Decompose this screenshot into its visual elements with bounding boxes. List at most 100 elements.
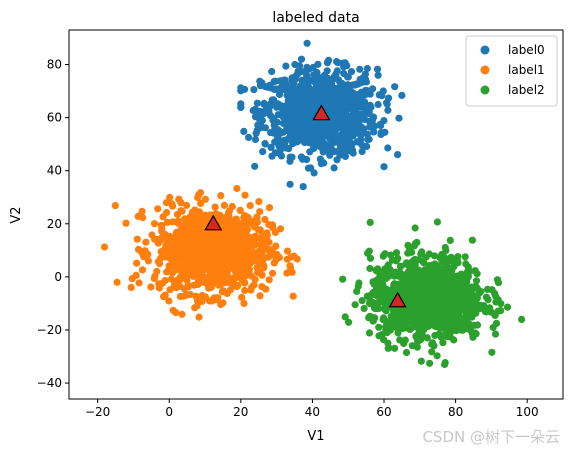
x-tick-label: 0	[165, 405, 173, 419]
data-point	[183, 201, 191, 209]
y-tick-label: 0	[54, 270, 62, 284]
data-point	[258, 283, 266, 291]
legend-marker	[480, 65, 490, 75]
data-point	[328, 126, 336, 134]
data-point	[227, 279, 235, 287]
data-point	[333, 156, 341, 164]
data-point	[395, 114, 403, 122]
data-point	[361, 102, 369, 110]
data-point	[323, 101, 331, 109]
data-point	[290, 252, 298, 260]
data-point	[248, 283, 256, 291]
data-point	[233, 184, 241, 193]
data-point	[401, 336, 409, 344]
data-point	[398, 91, 406, 99]
data-point	[415, 303, 423, 311]
data-point	[269, 269, 277, 277]
data-point	[447, 253, 455, 261]
data-point	[163, 208, 171, 217]
data-point	[370, 304, 378, 312]
data-point	[158, 234, 166, 242]
data-point	[293, 107, 302, 115]
data-point	[111, 202, 119, 210]
data-point	[412, 295, 420, 303]
data-point	[439, 339, 447, 347]
data-point	[455, 319, 464, 327]
data-point	[198, 291, 206, 300]
data-point	[371, 122, 379, 130]
data-point	[253, 99, 261, 107]
data-point	[295, 62, 304, 70]
y-tick-label: −40	[37, 376, 62, 390]
data-point	[469, 333, 477, 341]
data-point	[157, 221, 165, 229]
data-point	[265, 204, 274, 212]
data-point	[497, 307, 505, 315]
data-point	[400, 271, 408, 279]
data-point	[190, 281, 198, 289]
data-point	[319, 148, 327, 156]
data-point	[363, 64, 371, 73]
data-point	[231, 240, 240, 248]
data-point	[328, 97, 336, 106]
data-point	[370, 128, 378, 136]
data-point	[150, 220, 159, 228]
data-point	[168, 269, 177, 277]
data-point	[446, 236, 454, 244]
data-point	[396, 336, 404, 344]
data-point	[342, 102, 350, 110]
data-point	[395, 319, 403, 327]
data-point	[265, 276, 273, 284]
data-point	[403, 259, 411, 267]
data-point	[358, 297, 366, 305]
data-point	[411, 224, 419, 232]
data-point	[286, 264, 295, 272]
points-layer	[100, 39, 526, 369]
data-point	[353, 104, 361, 112]
data-point	[473, 321, 482, 329]
data-point	[365, 247, 373, 255]
data-point	[348, 96, 356, 104]
data-point	[412, 239, 420, 247]
data-point	[243, 226, 252, 234]
data-point	[189, 237, 197, 245]
data-point	[392, 249, 401, 257]
data-point	[113, 278, 121, 286]
data-point	[450, 262, 458, 270]
data-point	[241, 85, 249, 93]
data-point	[251, 162, 259, 170]
data-point	[301, 138, 309, 147]
data-point	[339, 109, 347, 117]
legend-marker	[480, 45, 490, 55]
data-point	[277, 139, 285, 147]
data-point	[381, 250, 389, 258]
data-point	[312, 87, 320, 95]
data-point	[199, 246, 207, 254]
data-point	[305, 95, 313, 103]
data-point	[462, 260, 470, 268]
data-point	[260, 99, 268, 107]
data-point	[168, 200, 176, 208]
data-point	[269, 114, 277, 122]
data-point	[424, 286, 432, 294]
data-point	[466, 326, 474, 334]
data-point	[431, 270, 439, 278]
data-point	[294, 118, 302, 126]
data-point	[251, 135, 260, 144]
data-point	[471, 284, 480, 292]
data-point	[133, 259, 141, 267]
data-point	[181, 220, 189, 228]
data-point	[438, 257, 446, 266]
data-point	[217, 300, 225, 309]
data-point	[330, 164, 338, 172]
data-point	[375, 332, 383, 340]
data-point	[135, 279, 143, 287]
data-point	[221, 250, 229, 258]
data-point	[436, 297, 444, 305]
data-point	[384, 144, 392, 152]
chart-title: labeled data	[272, 10, 359, 26]
data-point	[408, 264, 416, 272]
data-point	[429, 305, 437, 314]
data-point	[447, 328, 455, 336]
data-point	[380, 163, 388, 171]
